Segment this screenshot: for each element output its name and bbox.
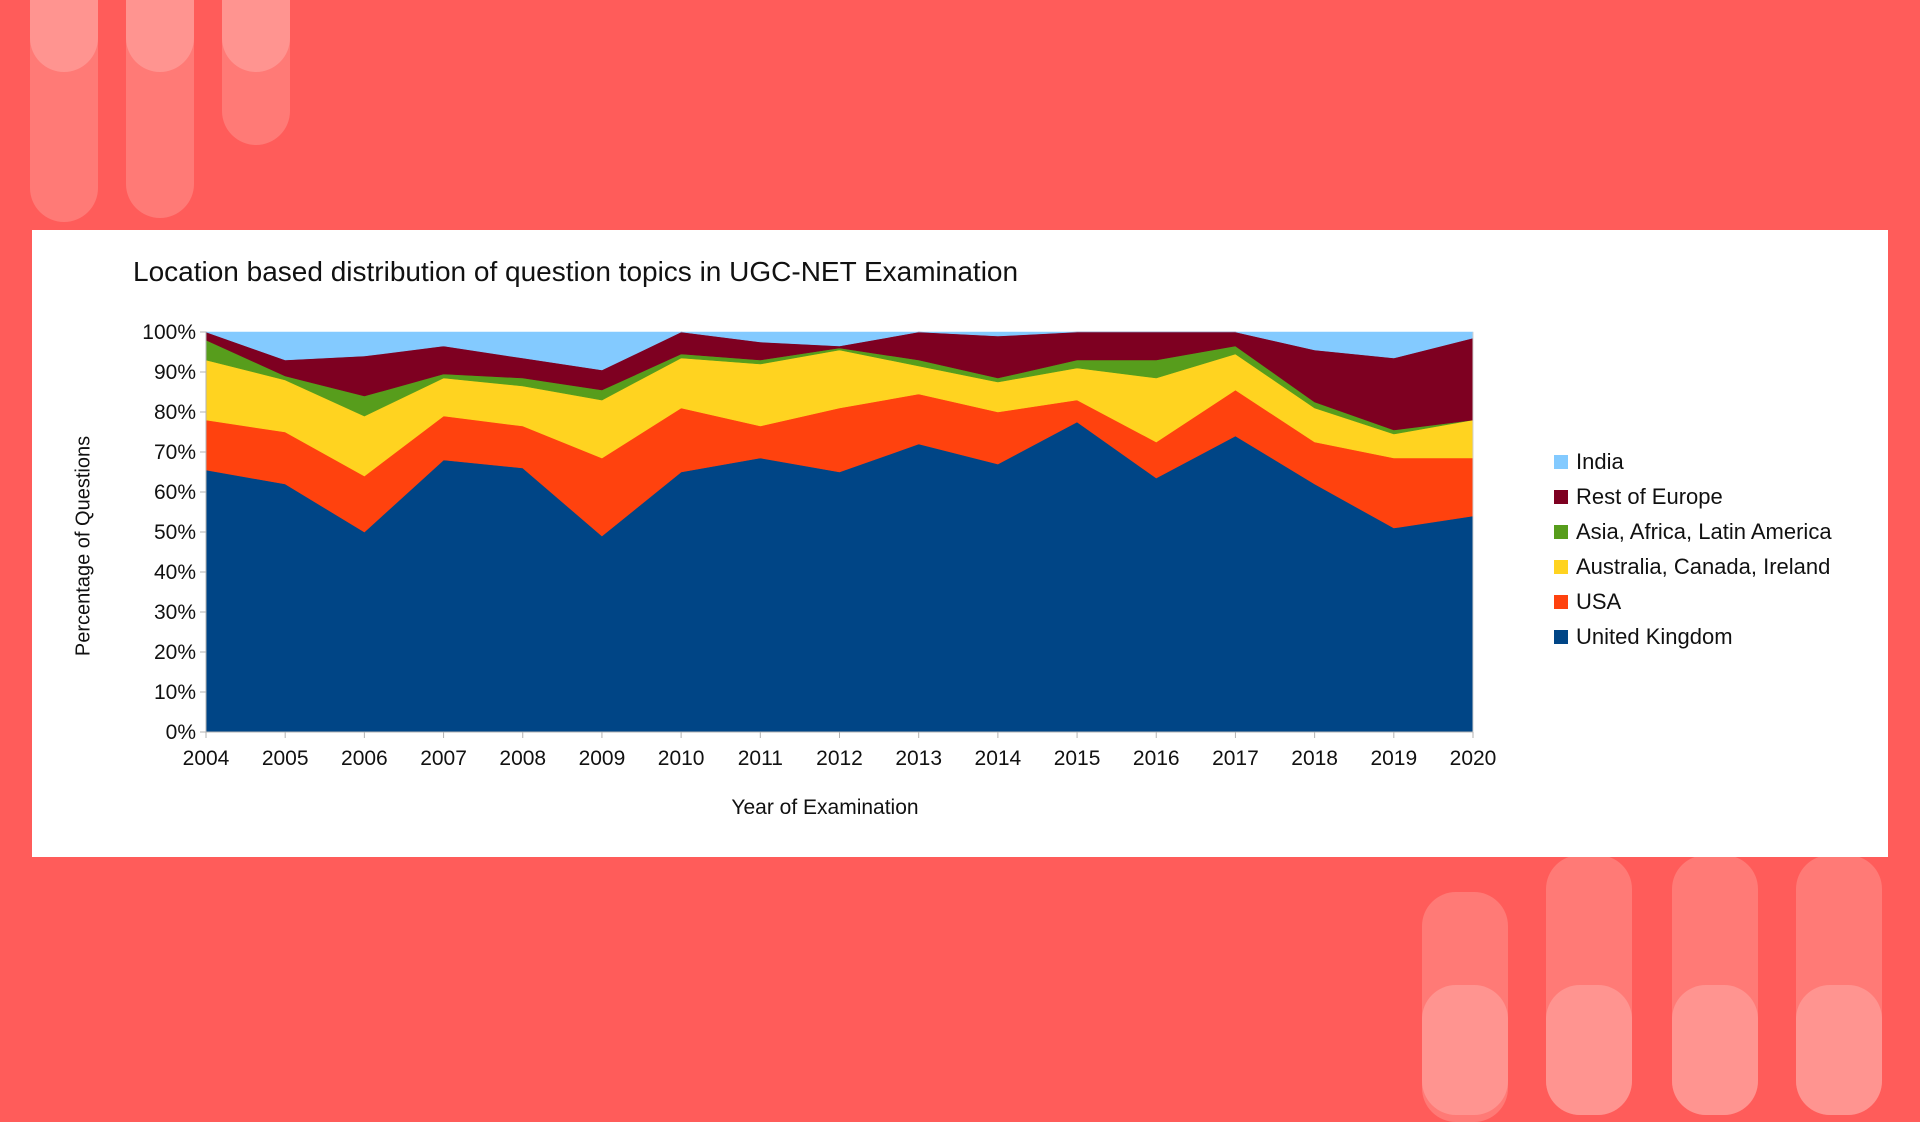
legend-item: USA (1554, 584, 1832, 619)
y-tick-label: 20% (154, 641, 196, 664)
legend-swatch (1554, 454, 1568, 469)
x-tick-label: 2009 (579, 747, 626, 770)
legend-item: India (1554, 444, 1832, 479)
x-tick-label: 2020 (1450, 747, 1497, 770)
decor-bar (126, 0, 194, 72)
y-tick-label: 90% (154, 361, 196, 384)
legend-label: United Kingdom (1576, 623, 1733, 649)
decor-bar (1796, 985, 1882, 1115)
x-tick-label: 2008 (499, 747, 546, 770)
decor-bar (1672, 985, 1758, 1115)
x-tick-label: 2010 (658, 747, 705, 770)
legend-item: United Kingdom (1554, 619, 1832, 654)
x-axis-label: Year of Examination (731, 796, 919, 819)
decor-bar (1422, 985, 1508, 1115)
legend-swatch (1554, 629, 1568, 644)
y-tick-label: 10% (154, 681, 196, 704)
legend-label: Rest of Europe (1576, 483, 1723, 509)
x-tick-label: 2014 (975, 747, 1022, 770)
x-tick-label: 2006 (341, 747, 388, 770)
legend-swatch (1554, 489, 1568, 504)
area-chart: 0% 10% 20% 30% 40% 50% 60% 70% 80% 90% 100% 2004 200… (142, 321, 1497, 770)
decor-bar (1546, 985, 1632, 1115)
x-tick-label: 2013 (895, 747, 942, 770)
x-tick-label: 2019 (1370, 747, 1417, 770)
x-tick-label: 2005 (262, 747, 309, 770)
x-tick-label: 2018 (1291, 747, 1338, 770)
chart-legend: India Rest of Europe Asia, Africa, Latin A… (1554, 444, 1832, 654)
decor-bar (222, 0, 290, 72)
y-tick-label: 0% (166, 721, 196, 744)
legend-item: Asia, Africa, Latin America (1554, 514, 1832, 549)
legend-label: USA (1576, 588, 1622, 614)
y-tick-label: 70% (154, 441, 196, 464)
x-tick-label: 2016 (1133, 747, 1180, 770)
x-tick-label: 2017 (1212, 747, 1259, 770)
y-tick-label: 50% (154, 521, 196, 544)
x-tick-label: 2012 (816, 747, 863, 770)
x-tick-label: 2011 (738, 747, 783, 770)
legend-item: Australia, Canada, Ireland (1554, 549, 1832, 584)
legend-label: Asia, Africa, Latin America (1576, 518, 1832, 544)
x-tick-label: 2007 (420, 747, 467, 770)
y-tick-label: 80% (154, 401, 196, 424)
y-tick-label: 30% (154, 601, 196, 624)
legend-swatch (1554, 594, 1568, 609)
x-tick-label: 2004 (183, 747, 230, 770)
legend-label: Australia, Canada, Ireland (1576, 553, 1831, 579)
y-tick-label: 60% (154, 481, 196, 504)
chart-panel: Location based distribution of question … (32, 230, 1888, 857)
legend-item: Rest of Europe (1554, 479, 1832, 514)
x-tick-label: 2015 (1054, 747, 1101, 770)
area-series-group (205, 331, 1474, 733)
chart-title: Location based distribution of question … (133, 256, 1019, 287)
decor-bar (30, 0, 98, 72)
y-tick-label: 40% (154, 561, 196, 584)
legend-swatch (1554, 559, 1568, 574)
y-tick-label: 100% (142, 321, 196, 344)
legend-swatch (1554, 524, 1568, 539)
legend-label: India (1576, 448, 1624, 474)
